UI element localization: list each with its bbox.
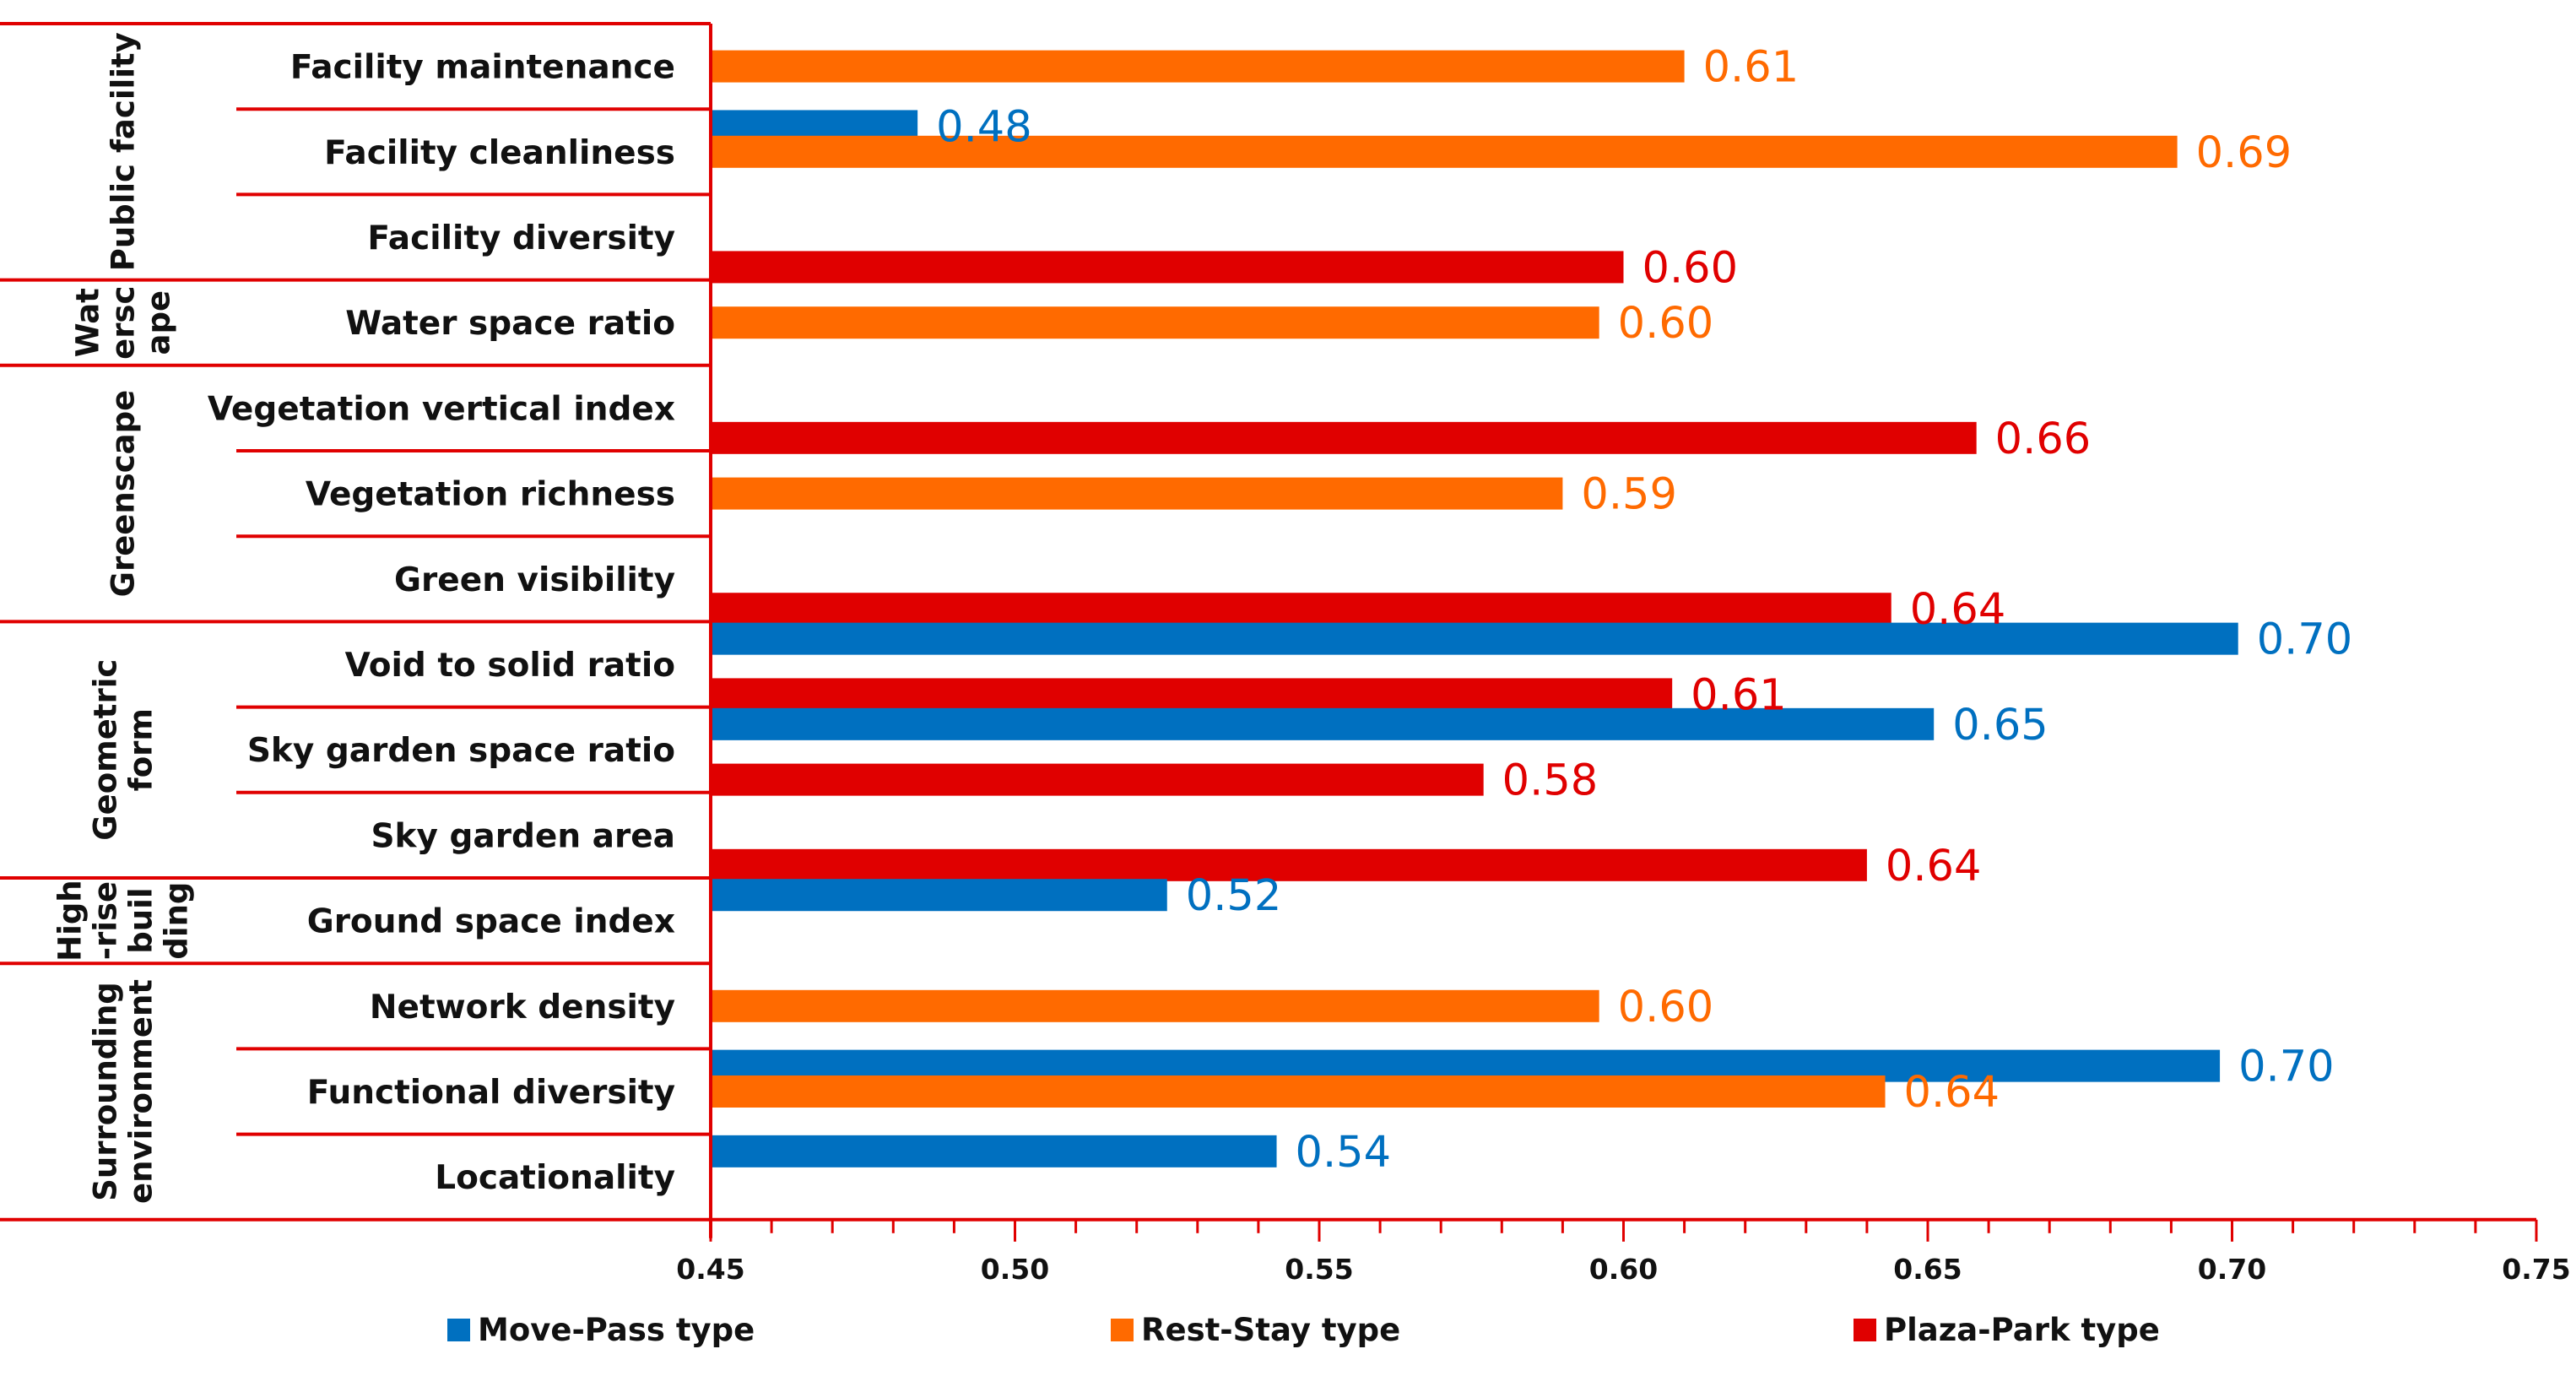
axis-frame xyxy=(0,22,2538,1242)
group-label-line: ape xyxy=(141,290,177,355)
x-tick-label: 0.65 xyxy=(1893,1253,1962,1286)
data-label: 0.64 xyxy=(1910,585,2006,635)
group-label-line: environment xyxy=(123,979,160,1204)
bar-move-pass-type xyxy=(712,879,1167,912)
legend-swatch xyxy=(1854,1319,1876,1341)
category-label: Locationality xyxy=(435,1159,675,1197)
category-label: Facility cleanliness xyxy=(324,134,675,172)
group-label: Public facility xyxy=(106,32,142,271)
data-label: 0.60 xyxy=(1618,983,1714,1032)
bar-plaza-park-type xyxy=(712,763,1484,796)
bar-plaza-park-type xyxy=(712,593,1891,626)
legend-swatch xyxy=(447,1319,470,1341)
group-label-line: ding xyxy=(159,882,195,960)
data-label: 0.70 xyxy=(2238,1043,2335,1092)
group-label: Greenscape xyxy=(106,390,142,598)
legend-label: Plaza-Park type xyxy=(1884,1312,2160,1348)
legend-label: Move-Pass type xyxy=(478,1312,755,1348)
group-label-line: Public facility xyxy=(106,32,142,271)
x-tick-label: 0.50 xyxy=(981,1253,1049,1286)
bar-move-pass-type xyxy=(712,622,2238,655)
data-label: 0.54 xyxy=(1296,1128,1392,1178)
group-label-line: Greenscape xyxy=(106,390,142,598)
bar-plaza-park-type xyxy=(712,848,1867,881)
category-label: Facility maintenance xyxy=(290,49,675,87)
category-label: Network density xyxy=(370,989,675,1027)
group-label-line: Wat xyxy=(70,288,106,357)
category-label: Sky garden space ratio xyxy=(247,732,675,770)
group-label-line: Geometric xyxy=(88,659,124,841)
category-label: Void to solid ratio xyxy=(345,647,675,685)
group-label-line: buil xyxy=(123,887,160,953)
data-label: 0.64 xyxy=(1886,842,1982,891)
category-label: Ground space index xyxy=(307,903,675,941)
group-label: High-risebuilding xyxy=(52,880,195,961)
bar-move-pass-type xyxy=(712,707,1935,740)
data-label: 0.64 xyxy=(1904,1068,2000,1118)
legend-label: Rest-Stay type xyxy=(1141,1312,1400,1348)
group-label: Geometricform xyxy=(88,659,160,841)
data-label: 0.60 xyxy=(1618,299,1714,349)
group-label-line: High xyxy=(52,880,89,961)
bar-rest-stay-type xyxy=(712,989,1599,1022)
x-tick-label: 0.75 xyxy=(2502,1253,2570,1286)
data-label: 0.58 xyxy=(1502,756,1599,806)
data-label: 0.69 xyxy=(2196,128,2292,178)
bar-plaza-park-type xyxy=(712,678,1673,711)
category-label: Vegetation richness xyxy=(306,476,675,514)
category-label: Sky garden area xyxy=(371,817,675,855)
bar-rest-stay-type xyxy=(712,50,1685,83)
legend-swatch xyxy=(1111,1319,1134,1341)
x-tick-label: 0.45 xyxy=(676,1253,744,1286)
x-tick-label: 0.70 xyxy=(2198,1253,2266,1286)
group-label: Surroundingenvironment xyxy=(88,979,160,1204)
category-label: Green visibility xyxy=(394,561,675,599)
data-label: 0.65 xyxy=(1952,701,2048,750)
category-label: Vegetation vertical index xyxy=(208,390,675,428)
category-label: Functional diversity xyxy=(307,1074,675,1112)
bar-rest-stay-type xyxy=(712,306,1599,339)
data-label: 0.66 xyxy=(1995,414,2092,464)
data-label: 0.52 xyxy=(1186,871,1282,921)
group-label-line: -rise xyxy=(88,881,124,960)
bar-rest-stay-type xyxy=(712,477,1563,510)
bar-plaza-park-type xyxy=(712,421,1977,454)
data-label: 0.59 xyxy=(1581,470,1677,520)
bar-plaza-park-type xyxy=(712,251,1624,284)
data-label: 0.61 xyxy=(1703,43,1799,93)
x-tick-label: 0.60 xyxy=(1589,1253,1658,1286)
bar-rest-stay-type xyxy=(712,1075,1886,1108)
bar-rest-stay-type xyxy=(712,135,2178,168)
category-label: Water space ratio xyxy=(345,305,675,343)
group-label-line: ersc xyxy=(106,286,142,360)
data-label: 0.48 xyxy=(936,102,1032,152)
labels: 0.45 0.50 0.55 0.60 0.65 0.70 0.75 Facility mai… xyxy=(52,32,2571,1285)
category-label: Facility diversity xyxy=(367,219,675,257)
bars xyxy=(712,50,2238,1167)
x-tick-label: 0.55 xyxy=(1285,1253,1353,1286)
bar-move-pass-type xyxy=(712,1135,1277,1167)
data-label: 0.61 xyxy=(1691,670,1787,720)
legend: Move-Pass type Rest-Stay type Plaza-Park t… xyxy=(447,1312,2160,1348)
group-label: Waterscape xyxy=(70,286,177,360)
data-label: 0.70 xyxy=(2257,615,2353,665)
group-label-line: Surrounding xyxy=(88,982,124,1201)
data-label: 0.60 xyxy=(1642,243,1739,293)
group-label-line: form xyxy=(123,708,160,791)
